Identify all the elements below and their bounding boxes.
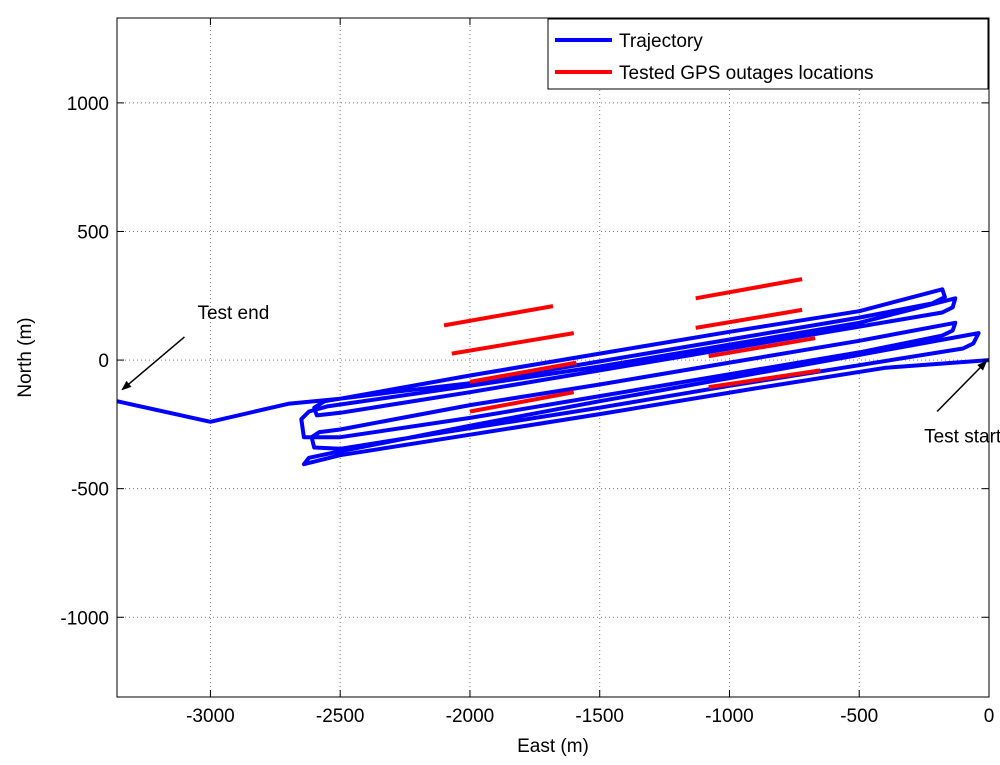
annotation-arrow: [121, 336, 185, 391]
y-tick-label: -500: [71, 480, 109, 501]
y-tick-label: 1000: [67, 94, 109, 115]
grid-lines: [117, 18, 990, 697]
gps-outage-segment: [708, 336, 816, 359]
legend-label-outages: Tested GPS outages locations: [619, 63, 874, 84]
annotation-label: Test start: [924, 426, 1000, 447]
axis-ticks: -3000 -2500 -2000 -1500 -1000 -500 0 -1000 -500 0…: [60, 18, 994, 727]
y-tick-label: -1000: [60, 608, 109, 629]
annotation-arrow: [936, 360, 988, 413]
x-tick-label: -2000: [446, 706, 495, 727]
gps-outage-segment: [695, 307, 803, 330]
gps-outage-segment: [469, 360, 577, 384]
x-tick-label: -1000: [705, 706, 754, 727]
legend-box: [547, 18, 989, 90]
y-axis-title: North (m): [15, 317, 36, 397]
gps-outage-segment: [469, 390, 575, 414]
legend: Trajectory Tested GPS outages locations: [547, 18, 989, 90]
x-axis-title: East (m): [517, 736, 589, 757]
y-tick-label: 500: [77, 222, 109, 243]
plot-series: [117, 277, 989, 467]
gps-outage-segment: [443, 304, 554, 328]
gps-outage-segment: [695, 277, 803, 301]
axes-box: [116, 17, 990, 698]
x-tick-label: -500: [840, 706, 878, 727]
annotation-label: Test end: [197, 303, 269, 324]
annotations: Test end Test start: [121, 303, 1000, 447]
gps-outage-segment: [708, 368, 821, 390]
x-tick-label: -3000: [186, 706, 235, 727]
x-tick-label: 0: [984, 706, 995, 727]
trajectory-line: [117, 287, 989, 467]
gps-outage-segment: [451, 331, 575, 356]
y-tick-label: 0: [98, 351, 109, 372]
x-tick-label: -2500: [316, 706, 365, 727]
x-tick-label: -1500: [575, 706, 624, 727]
legend-label-trajectory: Trajectory: [619, 31, 703, 52]
